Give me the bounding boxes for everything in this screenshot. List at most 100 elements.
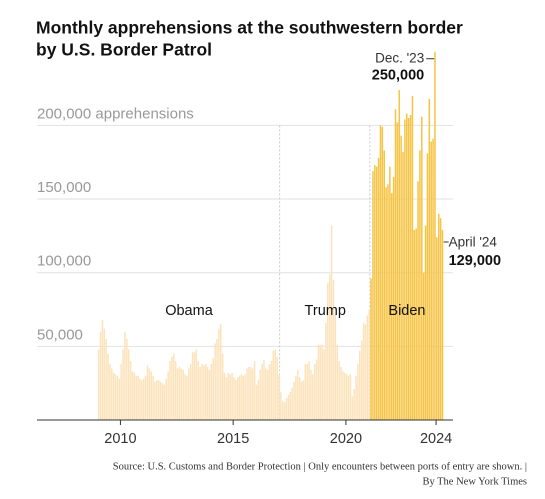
- bar: [379, 125, 382, 420]
- bar: [289, 392, 292, 420]
- bar: [135, 375, 137, 420]
- bar: [345, 374, 348, 420]
- bar: [114, 374, 117, 420]
- bar: [287, 394, 290, 420]
- bar: [385, 187, 387, 420]
- value-label: 250,000: [372, 68, 424, 84]
- bar: [383, 150, 385, 420]
- bar: [349, 374, 352, 420]
- bar: [238, 375, 241, 420]
- bar: [387, 184, 389, 420]
- bar: [236, 377, 239, 420]
- bar: [355, 375, 357, 420]
- bar: [321, 344, 323, 420]
- bar: [347, 375, 350, 420]
- bar: [406, 113, 408, 420]
- era-label: Trump: [305, 303, 346, 319]
- bar: [340, 366, 342, 420]
- bar: [148, 368, 151, 420]
- bar: [120, 364, 122, 420]
- bar: [139, 378, 141, 420]
- bar: [199, 366, 201, 420]
- bar: [223, 372, 226, 420]
- bar: [186, 375, 188, 420]
- bar: [203, 365, 205, 420]
- bar: [242, 375, 245, 420]
- era-label: Biden: [388, 303, 425, 319]
- bar: [231, 372, 233, 420]
- bar: [235, 380, 237, 420]
- bar: [285, 397, 288, 420]
- bar: [400, 135, 402, 420]
- bar: [419, 150, 421, 420]
- bar: [214, 343, 216, 420]
- bar: [342, 371, 344, 420]
- bar: [111, 368, 113, 420]
- bar: [374, 165, 376, 420]
- bar: [295, 375, 297, 420]
- bar: [208, 369, 211, 420]
- bar: [195, 349, 198, 420]
- bar: [336, 344, 339, 420]
- bar: [389, 166, 391, 420]
- bar: [159, 381, 162, 420]
- bar: [250, 366, 252, 420]
- bar: [109, 364, 111, 420]
- source: By The New York Times: [422, 476, 527, 487]
- bar: [432, 138, 434, 420]
- bar: [319, 344, 322, 420]
- source: Source: U.S. Customs and Border Protecti…: [113, 461, 527, 472]
- bar: [225, 377, 228, 420]
- bar: [306, 364, 308, 420]
- bar: [421, 116, 423, 421]
- bar: [282, 400, 284, 420]
- bar: [210, 364, 213, 420]
- bar: [437, 213, 440, 420]
- bar: [163, 384, 166, 420]
- bar: [251, 368, 254, 420]
- bar: [434, 51, 436, 420]
- bar: [317, 344, 320, 420]
- bar: [133, 372, 136, 420]
- bar: [330, 225, 333, 420]
- bar: [430, 141, 432, 421]
- bar: [332, 280, 335, 420]
- bar: [189, 364, 192, 420]
- bar: [259, 369, 261, 420]
- bar: [422, 272, 425, 420]
- bar: [150, 371, 152, 420]
- bar: [280, 392, 282, 420]
- bar: [439, 218, 442, 420]
- bar: [372, 171, 374, 420]
- bar: [436, 237, 438, 420]
- bar: [118, 378, 121, 420]
- bar: [99, 331, 102, 420]
- value-label: 129,000: [449, 253, 501, 269]
- chart-title: by U.S. Border Patrol: [36, 40, 212, 60]
- bar: [216, 338, 218, 420]
- bar: [364, 324, 367, 420]
- bar: [298, 377, 301, 420]
- bar: [184, 374, 186, 420]
- bar: [176, 368, 179, 420]
- bar: [248, 366, 250, 420]
- bar: [97, 349, 100, 420]
- bar: [227, 372, 230, 420]
- bar: [124, 331, 126, 420]
- bar: [297, 369, 299, 420]
- bar: [270, 361, 273, 420]
- bar: [126, 338, 128, 420]
- bar: [377, 157, 380, 421]
- bar: [156, 380, 158, 420]
- bar: [131, 371, 134, 420]
- bar: [154, 381, 156, 420]
- bar: [233, 377, 235, 420]
- bar: [268, 364, 271, 420]
- bar: [253, 361, 256, 420]
- x-tick-label: 2010: [104, 431, 136, 447]
- bar: [246, 368, 248, 420]
- bar: [101, 319, 104, 420]
- bar: [276, 356, 278, 420]
- bar: [206, 366, 209, 420]
